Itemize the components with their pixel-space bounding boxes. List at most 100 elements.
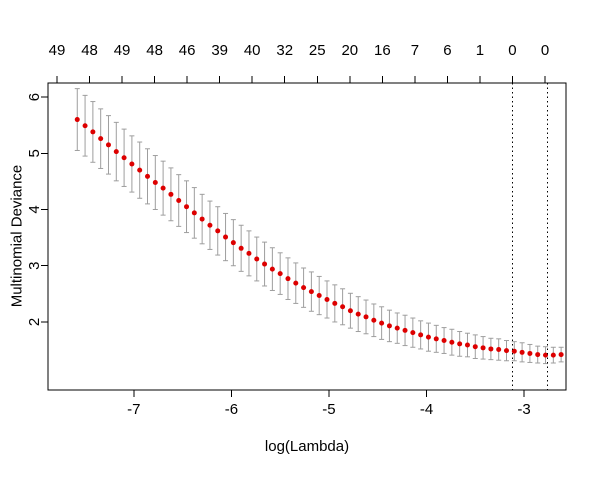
y-tick-label: 6 [26,93,43,101]
top-axis-label: 49 [49,42,66,59]
cv-point [441,338,447,344]
y-tick-label: 3 [26,262,43,270]
cv-point [558,352,564,358]
x-tick-label: -3 [517,401,530,418]
cv-point [168,191,174,197]
cv-point [152,180,158,186]
cv-point [293,280,299,286]
top-axis-label: 49 [114,42,131,59]
cv-point [433,336,439,342]
cv-point [145,173,151,179]
top-axis-label: 0 [541,42,549,59]
top-axis: 49 48 49 48 46 39 40 32 25 20 16 7 6 1 0 0 [49,42,549,83]
cv-point [262,261,268,267]
top-axis-label: 32 [276,42,293,59]
top-axis-label: 20 [341,42,358,59]
cv-point [496,347,502,353]
cv-point [371,317,377,323]
cv-point [394,325,400,331]
cv-point [254,256,260,262]
cv-point [550,352,556,358]
cv-point [90,129,96,135]
cv-point [176,198,182,204]
cv-point [355,311,361,317]
cv-point [301,285,307,291]
cv-point [277,271,283,277]
top-axis-label: 16 [374,42,391,59]
cv-point [347,308,353,314]
top-axis-label: 40 [244,42,261,59]
cv-point [98,136,104,142]
cv-point [386,323,392,329]
cv-point [379,320,385,326]
cv-point [480,345,486,351]
cv-point [488,346,494,352]
cv-point [191,210,197,216]
cv-point [543,352,549,358]
cv-point [472,344,478,350]
cv-point [105,142,111,148]
cv-point [285,276,291,282]
cv-point [160,185,166,191]
y-tick-label: 5 [26,149,43,157]
cv-point [199,216,205,222]
top-axis-label: 6 [443,42,451,59]
cv-point [464,342,470,348]
cv-point [449,339,455,345]
x-tick-label: -7 [127,401,140,418]
cv-point [503,348,509,354]
plot-box [47,82,567,391]
cv-point [410,330,416,336]
cv-point [184,204,190,210]
cv-point [113,149,119,155]
y-axis-title: Multinomial Deviance [8,164,26,308]
cv-point [332,300,338,306]
cv-point [363,314,369,320]
cv-point [457,341,463,347]
cv-point [238,245,244,251]
top-axis-label: 25 [309,42,326,59]
y-tick-label: 2 [26,318,43,326]
cv-point [215,228,221,234]
cv-point [519,349,525,355]
top-axis-label: 46 [179,42,196,59]
cv-point [207,222,213,228]
top-axis-label: 0 [508,42,516,59]
x-tick-label: -6 [225,401,238,418]
cv-point [246,250,252,256]
top-axis-label: 48 [81,42,98,59]
x-tick-label: -5 [322,401,335,418]
cv-point [74,117,80,123]
cv-point [121,155,127,161]
cv-point [324,296,330,302]
cv-point [425,334,431,340]
x-tick-label: -4 [420,401,433,418]
cv-point [137,167,143,173]
cv-point [230,240,236,246]
top-axis-label: 39 [211,42,228,59]
data-points [74,117,564,358]
cv-point [418,332,424,338]
top-axis-label: 48 [146,42,163,59]
cv-point [223,234,229,240]
cv-point [511,348,517,354]
cv-point [402,327,408,333]
cv-point [308,289,314,295]
top-axis-label: 7 [411,42,419,59]
cv-point [340,304,346,310]
cv-point [269,266,275,272]
cv-point [535,352,541,358]
error-bars [74,88,564,365]
x-axis-title: log(Lambda) [264,438,350,455]
y-tick-label: 4 [26,205,43,213]
cv-point [129,161,135,167]
x-axis: -7 -6 -5 -4 -3 [127,390,531,418]
cv-point [82,123,88,129]
cv-point [316,293,322,299]
lambda-lines [511,83,548,390]
y-axis: 2 3 4 5 6 [26,93,48,326]
cv-point [527,350,533,356]
top-axis-label: 1 [476,42,484,59]
